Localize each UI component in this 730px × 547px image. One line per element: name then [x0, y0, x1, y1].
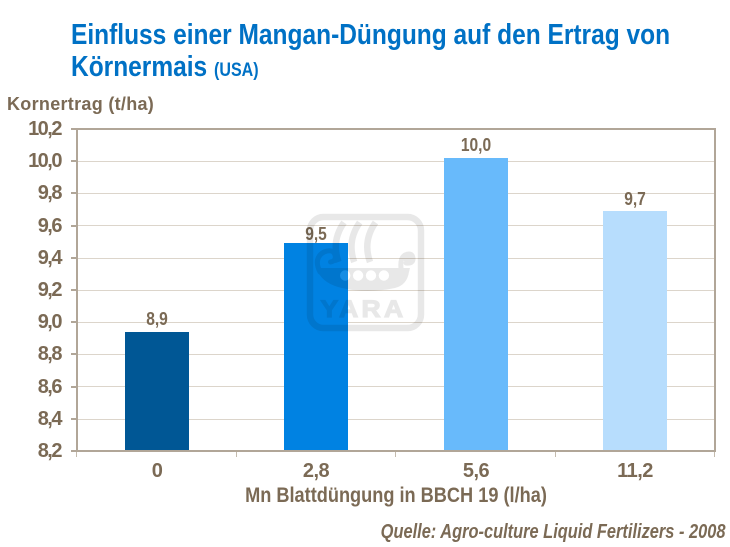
svg-text:YARA: YARA [321, 296, 407, 323]
